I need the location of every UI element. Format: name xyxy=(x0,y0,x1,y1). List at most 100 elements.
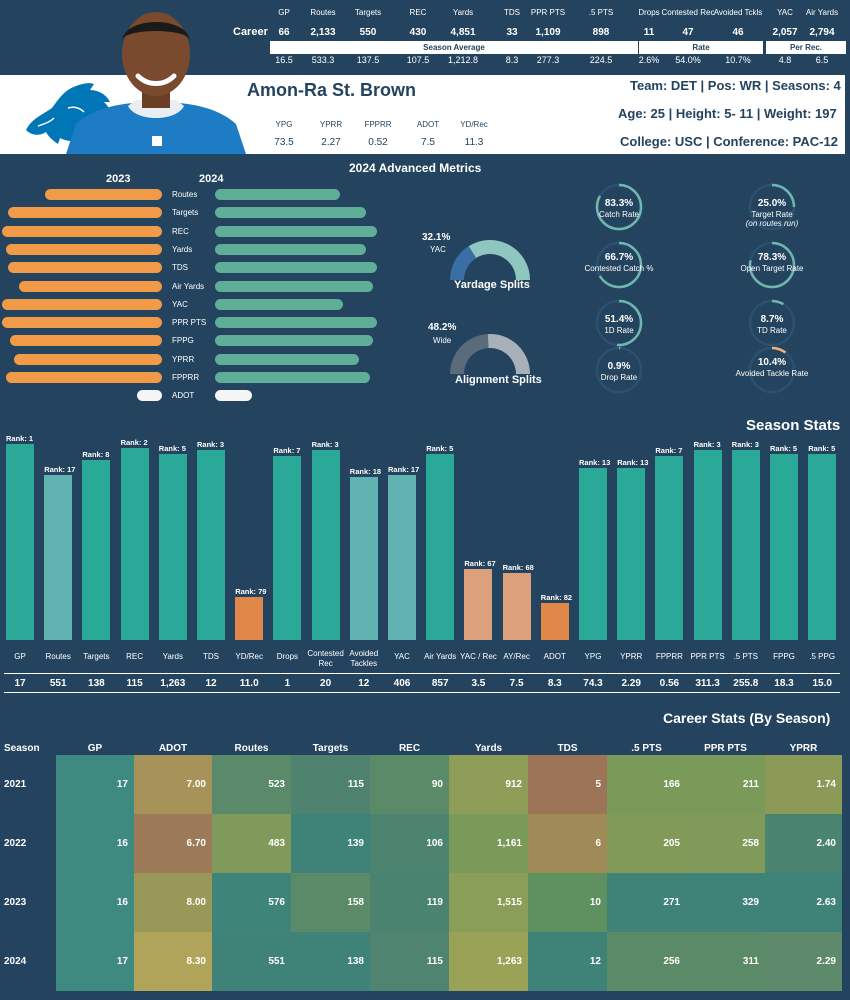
bar-category: .5 PTS xyxy=(733,652,759,661)
season-average-group: Season Average xyxy=(270,41,638,54)
table-cell: 7.00 xyxy=(134,755,212,814)
bar-category: TDS xyxy=(203,652,219,661)
bar-category: FPPRR xyxy=(655,652,683,661)
player-photo xyxy=(66,6,246,154)
season-bar xyxy=(311,449,340,640)
ring-fill xyxy=(595,346,643,394)
table-cell: 211 xyxy=(686,755,765,814)
table-row-season: 2022 xyxy=(4,837,27,849)
bar-2023 xyxy=(2,298,162,310)
bar-2023 xyxy=(8,262,162,274)
table-cell: 115 xyxy=(370,932,449,991)
bar-value: 3.5 xyxy=(471,678,486,689)
career-col-label: Drops xyxy=(638,8,660,17)
bar-rank: Rank: 3 xyxy=(731,439,759,449)
metric-label: YPRR xyxy=(172,354,195,364)
bar-rank: Rank: 5 xyxy=(770,443,798,453)
ring-label: TD Rate xyxy=(757,326,787,335)
career-col-average: 224.5 xyxy=(589,55,613,65)
table-cell: 16 xyxy=(56,814,134,873)
ring-fill xyxy=(748,183,796,231)
bar-category: Contested Rec xyxy=(307,649,344,668)
mini-stat-label: ADOT xyxy=(416,120,440,129)
rate-ring xyxy=(595,299,643,347)
ring-value: 8.7% xyxy=(760,314,784,325)
season-bar xyxy=(273,455,302,640)
player-name: Amon-Ra St. Brown xyxy=(247,80,416,100)
bar-2024 xyxy=(215,298,343,310)
year-right: 2024 xyxy=(199,173,224,185)
bar-2024 xyxy=(215,243,366,255)
yardage-splits-gauge xyxy=(450,240,530,280)
bar-2023 xyxy=(6,372,162,383)
yardage-sub: YAC xyxy=(430,245,446,254)
ring-value: 78.3% xyxy=(757,252,787,263)
ring-fill xyxy=(748,299,796,347)
ring-fill xyxy=(748,241,796,289)
bar-category: YPG xyxy=(584,652,602,661)
table-cell: 1,263 xyxy=(449,932,528,991)
table-cell: 256 xyxy=(607,932,686,991)
mini-stat-value: 0.52 xyxy=(368,137,388,148)
bar-value: 7.5 xyxy=(509,678,524,689)
rate-ring xyxy=(595,183,643,231)
bar-2023 xyxy=(137,390,162,402)
bar-2024 xyxy=(215,335,373,347)
season-bar xyxy=(579,467,607,640)
career-col-value: 33 xyxy=(506,27,518,38)
table-header: Yards xyxy=(474,743,503,754)
table-cell: 576 xyxy=(212,873,291,932)
bar-rank: Rank: 17 xyxy=(44,465,76,475)
bar-value: 20 xyxy=(320,678,332,689)
bar-rank: Rank: 1 xyxy=(6,434,34,443)
career-col-average: 6.5 xyxy=(815,55,829,65)
bar-2023 xyxy=(45,189,162,200)
bar-value: 255.8 xyxy=(733,678,759,689)
ring-fill xyxy=(595,299,643,347)
season-bar xyxy=(731,449,760,640)
table-cell: 16 xyxy=(56,873,134,932)
year-left: 2023 xyxy=(106,173,131,185)
per-rec-group: Per Rec. xyxy=(766,41,846,54)
career-col-average: 16.5 xyxy=(275,55,293,65)
ring-fill xyxy=(748,346,796,394)
bar-2024 xyxy=(215,353,359,365)
bar-category: FPPG xyxy=(773,652,795,661)
ring-fill xyxy=(595,241,643,289)
bio-line: Age: 25 | Height: 5- 11 | Weight: 197 xyxy=(618,106,837,121)
bar-category: Yards xyxy=(162,652,183,661)
table-cell: 12 xyxy=(528,932,607,991)
bar-value: 11.0 xyxy=(239,678,259,689)
table-cell: 523 xyxy=(212,755,291,814)
season-bar xyxy=(502,573,531,640)
bar-2024 xyxy=(215,262,377,274)
table-header: Season xyxy=(4,743,40,754)
bar-value: 18.3 xyxy=(774,678,794,689)
table-header: .5 PTS xyxy=(631,743,662,754)
rate-ring xyxy=(748,183,796,231)
bar-rank: Rank: 5 xyxy=(426,443,454,453)
table-cell: 5 xyxy=(528,755,607,814)
metric-label: Routes xyxy=(172,190,198,199)
ring-label: Avoided Tackle Rate xyxy=(735,369,809,378)
bar-2024 xyxy=(215,317,377,329)
table-row-season: 2024 xyxy=(4,955,27,967)
bar-category: YAC xyxy=(394,652,410,661)
bar-value: 138 xyxy=(88,678,105,689)
career-col-value: 46 xyxy=(732,27,744,38)
rate-ring xyxy=(595,346,643,394)
career-col-label: REC xyxy=(409,8,427,17)
table-cell: 1,515 xyxy=(449,873,528,932)
bar-2024 xyxy=(215,372,371,383)
ring-label: Drop Rate xyxy=(600,373,638,382)
table-cell: 166 xyxy=(607,755,686,814)
bar-value: 551 xyxy=(49,678,67,689)
ring-value: 10.4% xyxy=(757,357,787,368)
table-cell: 271 xyxy=(607,873,686,932)
season-bar xyxy=(82,459,111,640)
bar-value: 15.0 xyxy=(812,678,832,689)
season-divider xyxy=(4,673,840,674)
bar-rank: Rank: 18 xyxy=(349,467,382,477)
season-stats-title: Season Stats xyxy=(746,417,841,434)
career-col-average: 2.6% xyxy=(638,55,660,65)
